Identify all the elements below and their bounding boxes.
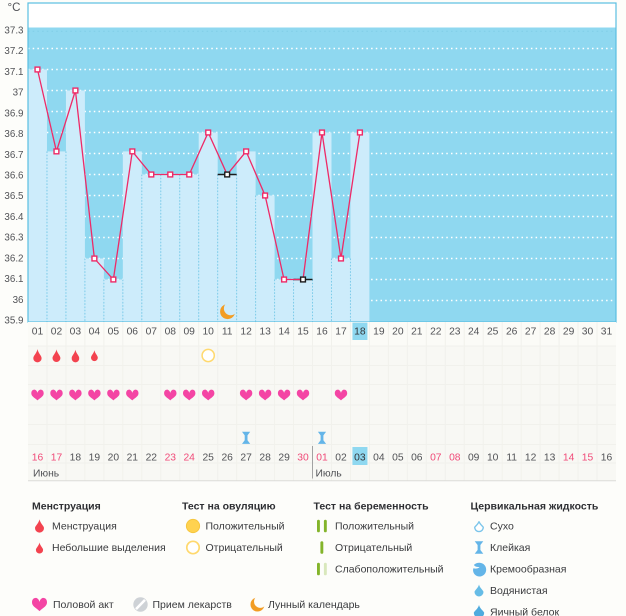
svg-text:Лунный календарь: Лунный календарь [268, 599, 360, 611]
svg-text:Цервикальная жидкость: Цервикальная жидкость [471, 500, 599, 512]
svg-text:10: 10 [487, 452, 499, 463]
svg-text:37.3: 37.3 [4, 26, 24, 37]
svg-text:Менструация: Менструация [52, 521, 117, 533]
svg-text:14: 14 [278, 327, 290, 338]
svg-text:19: 19 [373, 327, 385, 338]
svg-text:Положительный: Положительный [335, 521, 414, 533]
svg-text:Кремообразная: Кремообразная [490, 564, 566, 576]
svg-text:03: 03 [70, 327, 82, 338]
svg-text:Сухо: Сухо [490, 521, 514, 533]
svg-text:Прием лекарств: Прием лекарств [153, 599, 233, 611]
svg-text:23: 23 [449, 327, 461, 338]
svg-text:36.1: 36.1 [4, 274, 23, 285]
svg-text:17: 17 [51, 452, 63, 463]
svg-text:36.7: 36.7 [4, 150, 23, 161]
svg-text:36.4: 36.4 [4, 212, 24, 223]
svg-text:01: 01 [316, 452, 328, 463]
svg-text:07: 07 [146, 327, 158, 338]
svg-text:Июнь: Июнь [33, 468, 59, 479]
svg-text:23: 23 [165, 452, 177, 463]
svg-text:37: 37 [13, 88, 24, 99]
svg-text:04: 04 [89, 327, 101, 338]
svg-text:Положительный: Положительный [206, 521, 285, 533]
svg-text:37.1: 37.1 [4, 67, 23, 78]
svg-text:36.6: 36.6 [4, 171, 24, 182]
svg-text:30: 30 [297, 452, 309, 463]
svg-text:Тест на овуляцию: Тест на овуляцию [182, 500, 276, 512]
svg-text:26: 26 [506, 327, 518, 338]
svg-text:21: 21 [127, 452, 139, 463]
svg-text:28: 28 [544, 327, 556, 338]
svg-text:36.9: 36.9 [4, 108, 23, 119]
svg-text:02: 02 [51, 327, 63, 338]
svg-text:37.2: 37.2 [4, 46, 23, 57]
svg-text:Небольшие выделения: Небольшие выделения [52, 542, 166, 554]
svg-text:06: 06 [127, 327, 139, 338]
svg-text:21: 21 [411, 327, 423, 338]
svg-text:18: 18 [354, 327, 366, 338]
svg-text:03: 03 [354, 452, 366, 463]
svg-text:Клейкая: Клейкая [490, 542, 530, 554]
svg-text:20: 20 [392, 327, 404, 338]
svg-text:35.9: 35.9 [4, 316, 23, 327]
svg-text:06: 06 [411, 452, 423, 463]
svg-text:29: 29 [563, 327, 575, 338]
svg-text:13: 13 [259, 327, 271, 338]
svg-text:30: 30 [582, 327, 594, 338]
svg-text:22: 22 [430, 327, 442, 338]
svg-text:13: 13 [544, 452, 556, 463]
svg-text:16: 16 [601, 452, 613, 463]
svg-text:09: 09 [468, 452, 480, 463]
svg-text:14: 14 [563, 452, 575, 463]
svg-text:Половой акт: Половой акт [53, 599, 114, 611]
svg-text:Водянистая: Водянистая [490, 585, 548, 597]
svg-text:Отрицательный: Отрицательный [335, 542, 412, 554]
svg-text:27: 27 [240, 452, 252, 463]
svg-text:Отрицательный: Отрицательный [206, 542, 283, 554]
svg-text:12: 12 [240, 327, 252, 338]
svg-text:Июль: Июль [316, 468, 342, 479]
svg-text:31: 31 [601, 327, 613, 338]
svg-text:25: 25 [202, 452, 214, 463]
svg-text:05: 05 [108, 327, 120, 338]
svg-text:Слабоположительный: Слабоположительный [335, 564, 444, 576]
svg-text:08: 08 [165, 327, 177, 338]
svg-text:26: 26 [221, 452, 233, 463]
svg-text:16: 16 [316, 327, 328, 338]
svg-text:11: 11 [506, 452, 517, 463]
svg-text:15: 15 [582, 452, 594, 463]
svg-text:17: 17 [335, 327, 347, 338]
svg-text:16: 16 [32, 452, 44, 463]
svg-text:04: 04 [373, 452, 385, 463]
svg-text:36.8: 36.8 [4, 129, 24, 140]
svg-text:22: 22 [146, 452, 158, 463]
svg-text:09: 09 [183, 327, 195, 338]
svg-text:07: 07 [430, 452, 442, 463]
svg-text:18: 18 [70, 452, 82, 463]
svg-text:24: 24 [468, 327, 480, 338]
svg-text:01: 01 [32, 327, 44, 338]
svg-text:Яичный белок: Яичный белок [490, 607, 560, 616]
svg-text:20: 20 [108, 452, 120, 463]
svg-text:36.2: 36.2 [4, 253, 23, 264]
svg-text:25: 25 [487, 327, 499, 338]
svg-text:Тест на беременность: Тест на беременность [314, 500, 430, 512]
svg-text:36.5: 36.5 [4, 191, 24, 202]
svg-text:27: 27 [525, 327, 537, 338]
svg-text:02: 02 [335, 452, 347, 463]
svg-text:15: 15 [297, 327, 309, 338]
svg-text:19: 19 [89, 452, 101, 463]
svg-text:11: 11 [222, 327, 233, 338]
svg-text:10: 10 [202, 327, 214, 338]
svg-text:08: 08 [449, 452, 461, 463]
svg-text:36: 36 [13, 295, 24, 306]
svg-text:29: 29 [278, 452, 290, 463]
svg-text:12: 12 [525, 452, 537, 463]
svg-text:28: 28 [259, 452, 271, 463]
svg-text:°C: °C [8, 2, 21, 14]
svg-text:05: 05 [392, 452, 404, 463]
svg-text:24: 24 [183, 452, 195, 463]
svg-text:Менструация: Менструация [32, 500, 101, 512]
svg-text:36.3: 36.3 [4, 233, 24, 244]
